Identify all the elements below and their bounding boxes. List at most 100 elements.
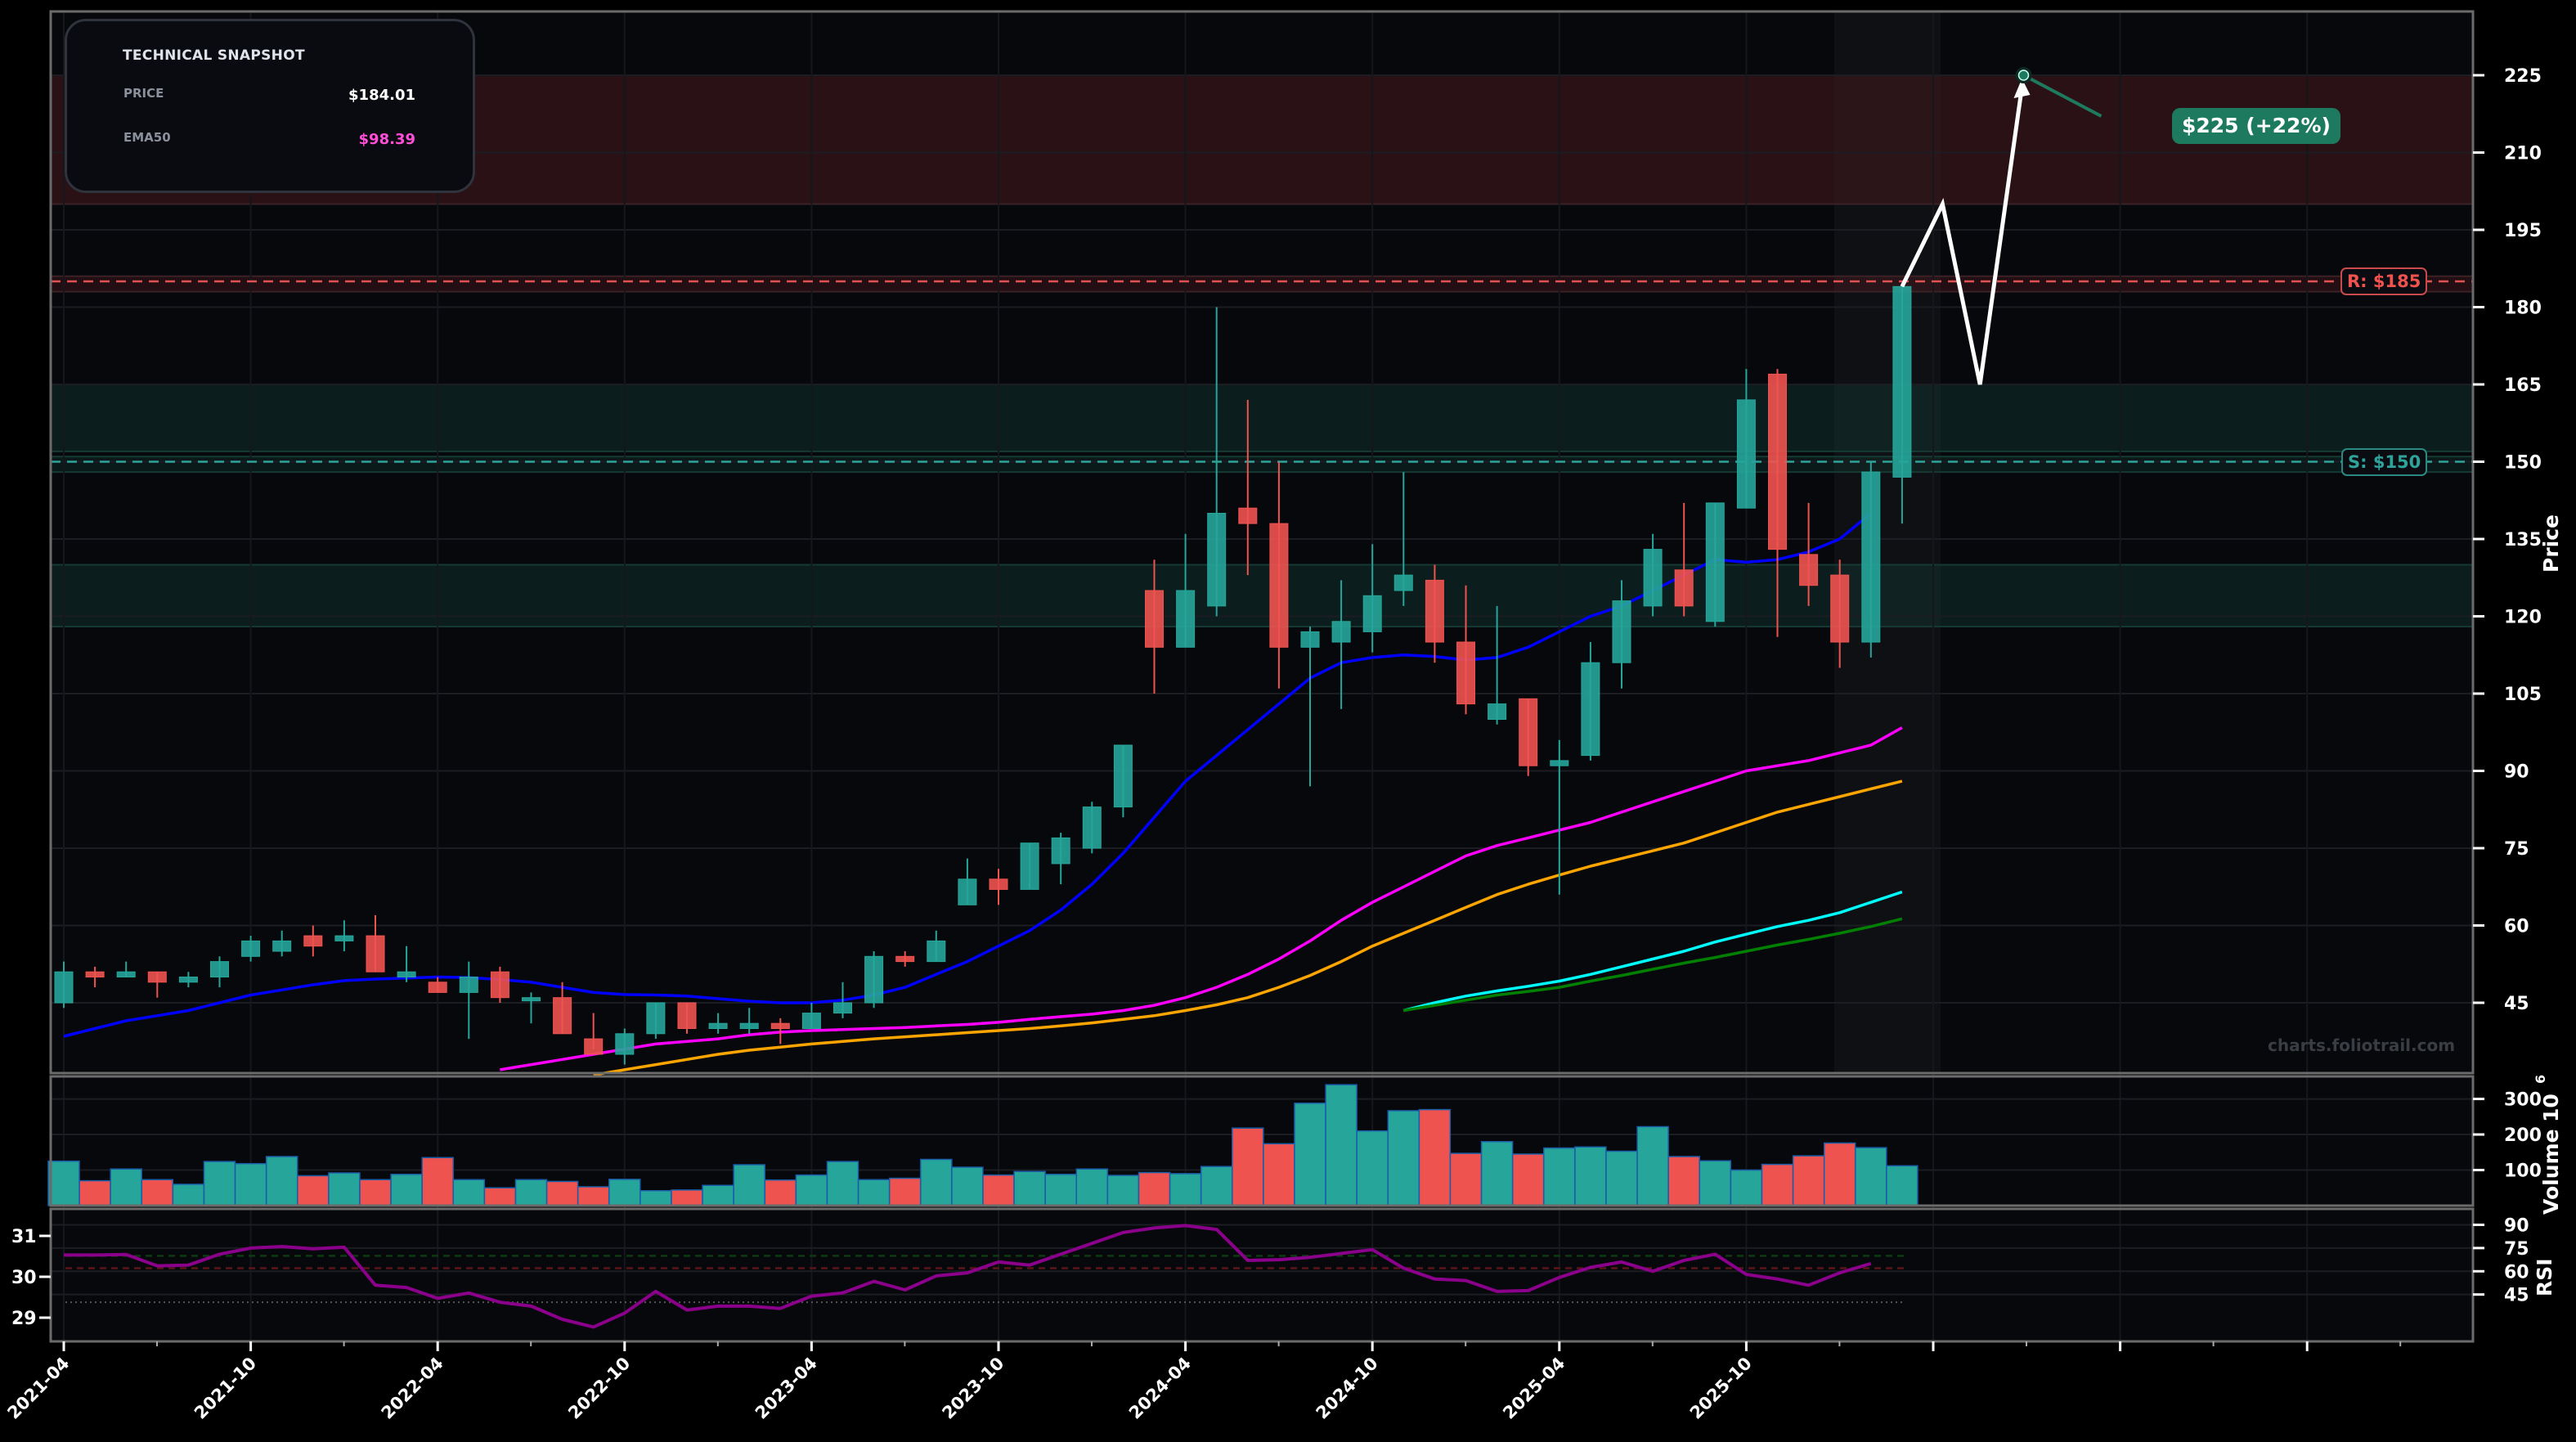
volume-bar [328, 1172, 361, 1206]
price-tick-label: 150 [2504, 453, 2542, 474]
candle-body [116, 971, 136, 977]
rsi-axis-title: RSI [2533, 1258, 2556, 1296]
x-tick-label: 2025-04 [1499, 1354, 1568, 1423]
x-tick-label: 2021-04 [3, 1354, 73, 1423]
candle-body [677, 1002, 697, 1029]
volume-bar [1106, 1175, 1140, 1206]
candle [1581, 642, 1600, 761]
candle-body [1705, 502, 1725, 622]
volume-bar [951, 1166, 984, 1206]
candle-body [85, 971, 105, 977]
volume-bar [1387, 1110, 1420, 1206]
price-tick-label: 135 [2504, 530, 2542, 550]
rsi-tick-label: 60 [2504, 1262, 2529, 1283]
candle [1519, 698, 1538, 776]
candle [864, 951, 884, 1009]
ema-green-line [1403, 917, 1903, 1013]
candle-body [1456, 641, 1475, 705]
candle-body [428, 982, 447, 993]
volume-bar [1418, 1108, 1452, 1206]
volume-bar [110, 1168, 142, 1206]
volume-bar [1480, 1140, 1514, 1206]
x-tick-label: 2025-10 [1686, 1354, 1756, 1423]
candle-body [833, 1002, 852, 1014]
candle-body [210, 961, 229, 977]
candle [1238, 399, 1258, 576]
volume-bar [1200, 1166, 1233, 1206]
candle [397, 946, 416, 982]
candle-body [178, 977, 198, 983]
ema50-value: $98.39 [358, 131, 415, 148]
candle [459, 961, 478, 1040]
candle-body [1176, 590, 1196, 648]
volume-bar [421, 1157, 454, 1206]
price-tick-label: 195 [2504, 221, 2542, 241]
support-zone [50, 384, 2474, 452]
candle-body [54, 971, 74, 1004]
rsi-tick-label: 90 [2504, 1215, 2529, 1236]
volume-bar [172, 1184, 205, 1206]
candle-body [272, 940, 292, 952]
target-marker-icon [2017, 70, 2030, 81]
candle-body [1425, 579, 1444, 643]
volume-bar [702, 1184, 734, 1206]
volume-bar [203, 1161, 236, 1206]
candle-body [927, 940, 946, 963]
candle [210, 956, 229, 988]
volume-bar [1855, 1147, 1887, 1206]
volume-bar [141, 1179, 174, 1206]
volume-bar [640, 1189, 672, 1206]
candle [241, 936, 261, 962]
candle-body [522, 997, 541, 1002]
rsi-left-tick-label: 30 [11, 1268, 37, 1288]
x-tick-label: 2024-04 [1125, 1354, 1195, 1423]
candle-body [1799, 554, 1819, 586]
price-tick-label: 60 [2504, 917, 2529, 937]
ema-orange-line [593, 779, 1903, 1076]
volume-bar [234, 1162, 267, 1206]
candle-body [1736, 399, 1756, 509]
candle [1082, 802, 1102, 854]
candle-body [1861, 471, 1881, 643]
volume-bar [1699, 1160, 1732, 1206]
candle [584, 1013, 604, 1055]
x-tick-label: 2022-10 [564, 1354, 634, 1423]
resistance-band [50, 275, 2474, 293]
support-level-tag: S: $150 [2341, 448, 2428, 476]
candle [85, 966, 105, 988]
volume-bar [1605, 1150, 1638, 1206]
candle [1488, 605, 1507, 725]
panel-frame [49, 1207, 2475, 1343]
volume-bar [1169, 1173, 1202, 1206]
candle-body [303, 935, 323, 947]
candle [553, 982, 572, 1035]
volume-bar [390, 1173, 423, 1206]
candle [1768, 369, 1787, 637]
projection-path [1900, 74, 2026, 385]
candle [989, 869, 1008, 905]
volume-bar [359, 1179, 392, 1206]
volume-bar [795, 1174, 828, 1206]
candle-body [801, 1013, 821, 1029]
volume-bar [1511, 1153, 1545, 1206]
rsi-line [64, 1224, 1872, 1329]
candle [770, 1017, 790, 1044]
volume-bar [826, 1161, 859, 1206]
x-tick-label: 2022-04 [378, 1354, 447, 1423]
candle [1456, 585, 1475, 715]
volume-bar [1013, 1170, 1046, 1206]
candle [428, 977, 447, 993]
target-connector [2022, 74, 2103, 118]
volume-bar [764, 1179, 797, 1206]
candle [927, 930, 946, 963]
candle [1113, 744, 1133, 818]
candle-body [1238, 507, 1258, 524]
price-tick-label: 225 [2504, 66, 2542, 87]
rsi-tick-label: 45 [2504, 1286, 2529, 1306]
candle-body [1393, 574, 1413, 591]
price-tick-label: 90 [2504, 762, 2529, 783]
candle-body [334, 935, 354, 941]
volume-bar [47, 1160, 80, 1206]
candle-body [241, 940, 261, 957]
